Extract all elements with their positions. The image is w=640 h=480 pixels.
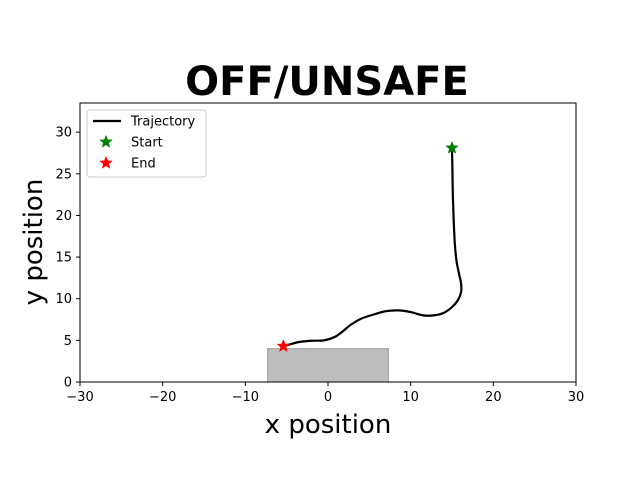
legend-label-start: Start	[131, 136, 163, 151]
x-tick-label: 20	[485, 390, 502, 405]
y-tick-label: 5	[64, 334, 72, 349]
series-lines	[282, 146, 463, 348]
x-ticks: −30 −20 −10 0 10 20 30	[66, 382, 584, 405]
y-tick-label: 30	[55, 126, 72, 141]
y-tick-label: 20	[55, 209, 72, 224]
y-ticks: 0 5 10 15 20 25 30	[55, 126, 80, 391]
legend-box	[86, 109, 207, 178]
legend-end-star	[99, 155, 113, 169]
legend-start-star	[99, 134, 113, 148]
x-tick-label: −10	[232, 390, 259, 405]
x-tick-label: 10	[402, 390, 419, 405]
y-tick-label: 25	[55, 167, 72, 182]
y-tick-label: 10	[55, 292, 72, 307]
x-tick-label: −20	[149, 390, 176, 405]
shaded-region-0	[267, 348, 389, 383]
x-tick-label: −30	[66, 390, 93, 405]
regions	[267, 348, 389, 383]
y-tick-label: 0	[64, 376, 72, 391]
markers	[276, 140, 459, 353]
marker-end-star	[276, 339, 291, 353]
x-tick-label: 0	[324, 390, 332, 405]
chart-title: OFF/UNSAFE	[185, 59, 469, 105]
series-line-trajectory	[282, 146, 463, 348]
legend-label-end: End	[131, 157, 156, 172]
legend-label-trajectory: Trajectory	[130, 115, 195, 130]
x-axis-label: x position	[265, 410, 392, 440]
y-axis-label: y position	[19, 179, 49, 306]
y-tick-label: 15	[55, 251, 72, 266]
marker-start-star	[445, 140, 459, 154]
x-tick-label: 30	[568, 390, 585, 405]
legend: Trajectory Start End	[86, 109, 207, 178]
